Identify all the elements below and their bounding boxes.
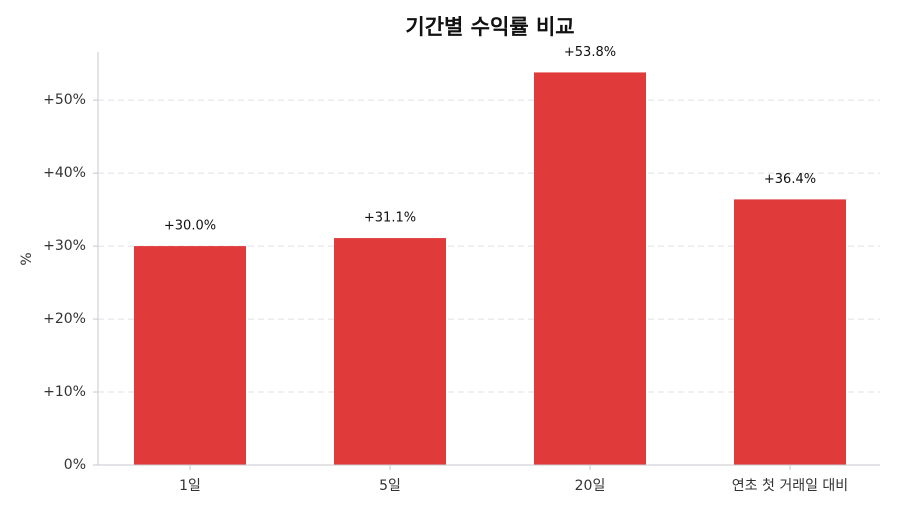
y-tick-label: +40% — [43, 165, 86, 181]
y-tick-label: +30% — [43, 238, 86, 254]
y-tick-label: +20% — [43, 311, 86, 327]
bar — [134, 246, 246, 465]
y-axis-label: % — [19, 252, 35, 265]
y-tick-label: 0% — [64, 457, 86, 473]
bar — [534, 72, 646, 466]
value-label: +53.8% — [564, 45, 616, 60]
value-label: +31.1% — [364, 211, 416, 226]
y-tick-label: +50% — [43, 92, 86, 108]
value-label: +30.0% — [164, 219, 216, 234]
y-tick-label: +10% — [43, 384, 86, 400]
x-tick-label: 5일 — [379, 478, 401, 494]
bar — [334, 238, 446, 465]
bar — [734, 199, 846, 466]
value-label: +36.4% — [764, 172, 816, 187]
x-tick-label: 1일 — [179, 478, 201, 494]
chart-title: 기간별 수익률 비교 — [405, 15, 574, 39]
x-tick-label: 연초 첫 거래일 대비 — [732, 478, 848, 494]
x-tick-label: 20일 — [575, 478, 606, 494]
